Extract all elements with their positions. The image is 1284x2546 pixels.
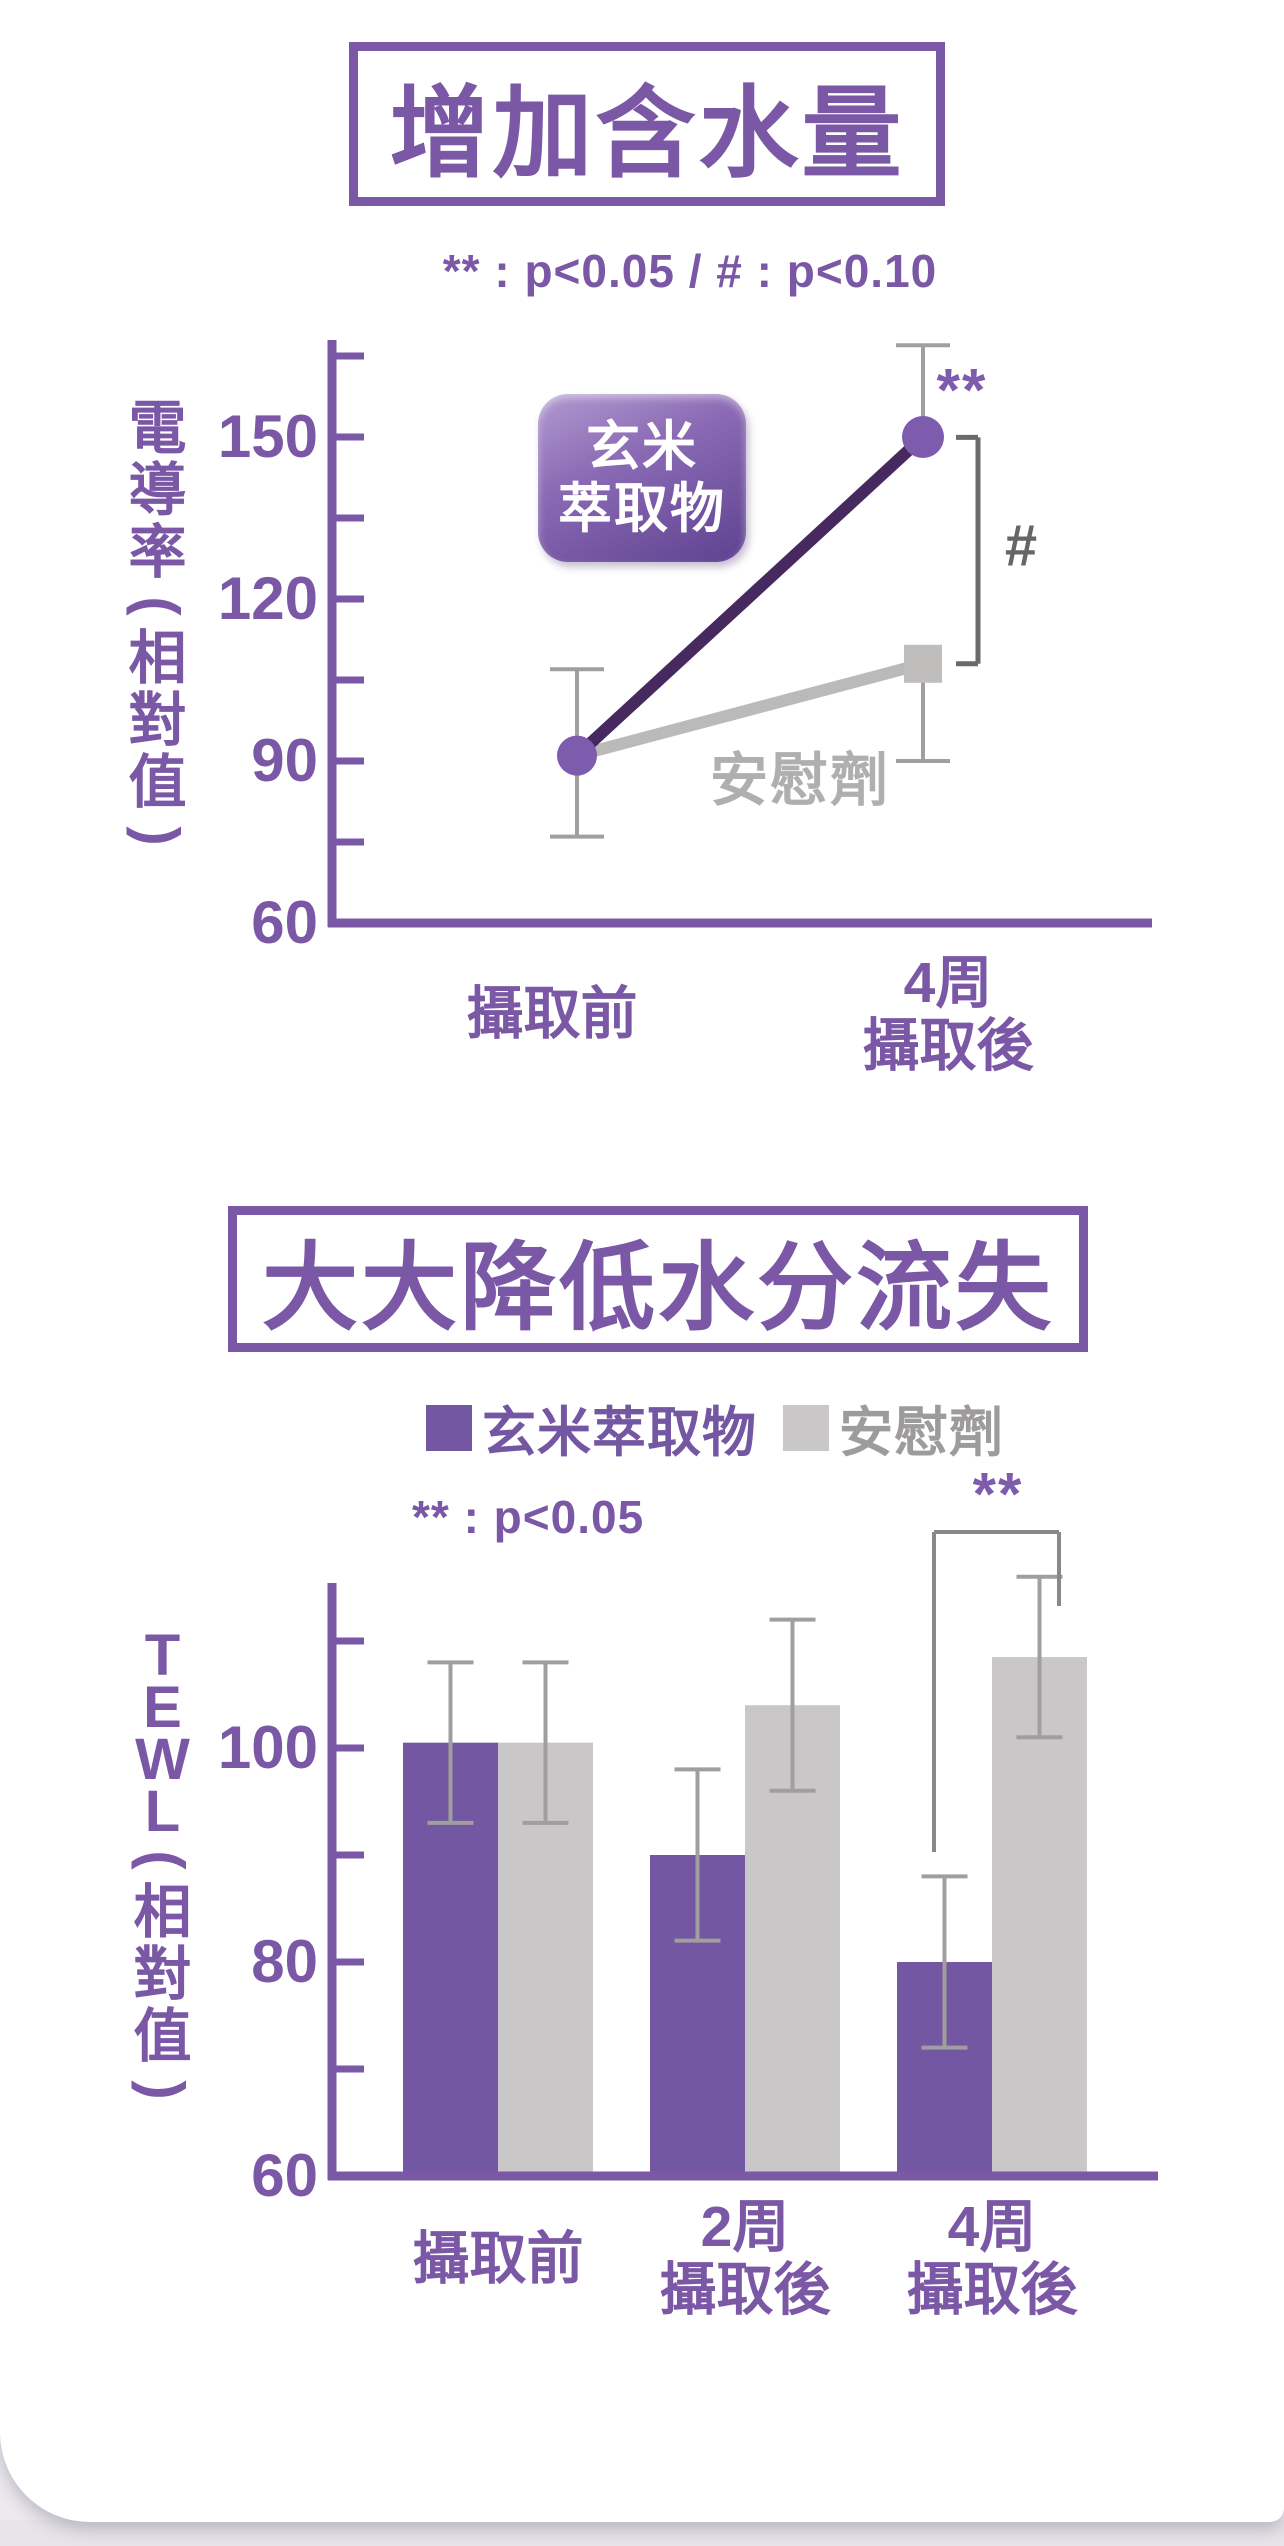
axis-label-char: 率 <box>128 520 187 585</box>
legend-label-placebo: 安慰劑 <box>839 1403 1004 1463</box>
chart1-title-box: 增加含水量 <box>349 42 945 206</box>
chart2-legend: 玄米萃取物 安慰劑 <box>426 1388 1004 1467</box>
axis-label-char: 相 <box>133 1880 192 1945</box>
legend-item-extract: 玄米萃取物 <box>426 1388 757 1467</box>
extract-data-line <box>572 432 928 761</box>
axis-label-char: E <box>143 1675 182 1740</box>
axis-label-char: 相 <box>128 626 187 691</box>
axis-label-char: L <box>144 1779 181 1844</box>
axis-label-char: 對 <box>133 1942 192 2007</box>
axis-label-char: T <box>144 1623 181 1688</box>
axis-label-char: ) <box>125 826 191 846</box>
y-tick-label: 90 <box>251 727 318 794</box>
extract-data-point-marker <box>902 416 944 458</box>
axis-label-char: 值 <box>128 750 187 815</box>
chart1-bracket-label: # <box>1004 513 1038 579</box>
axis-label-char: ( <box>130 1850 196 1870</box>
axis-label-char: 導 <box>128 458 187 523</box>
y-tick-label: 60 <box>251 889 318 956</box>
placebo-data-point-marker <box>904 644 942 683</box>
chart2-title-box: 大大降低水分流失 <box>228 1206 1088 1352</box>
legend-label-extract: 玄米萃取物 <box>482 1403 757 1463</box>
y-tick-label: 60 <box>251 2142 318 2209</box>
chart1-significance-marker: ** <box>936 356 988 424</box>
axis-label-char: 值 <box>133 2004 192 2069</box>
page-bottom-strip <box>0 2520 1284 2546</box>
y-tick-label: 120 <box>217 565 318 632</box>
y-tick-label: 100 <box>217 1714 318 1781</box>
legend-item-placebo: 安慰劑 <box>783 1388 1004 1467</box>
chart1-title: 增加含水量 <box>389 77 905 190</box>
extract-data-point-marker <box>557 735 597 776</box>
x-category-label: 攝取前 <box>412 2227 584 2291</box>
x-category-label: 4周 攝取後 <box>862 951 1034 1078</box>
x-category-label: 2周 攝取後 <box>659 2195 831 2322</box>
x-category-label: 攝取前 <box>466 982 638 1046</box>
chart2-significance-note: ** : p<0.05 <box>412 1491 645 1543</box>
chart1-significance-note: ** : p<0.05 / # : p<0.10 <box>442 245 938 297</box>
bar-placebo <box>992 1657 1087 2176</box>
y-tick-label: 150 <box>217 403 318 470</box>
badge-line1: 玄米 <box>586 417 698 477</box>
chart2-y-axis-label: T E W L ( 相對值) <box>105 1623 220 2112</box>
chart2-significance-marker: ** <box>972 1460 1024 1528</box>
badge-line2: 萃取物 <box>558 479 726 539</box>
axis-label-char: 電 <box>128 396 187 461</box>
brown-rice-extract-badge: 玄米 萃取物 <box>538 394 746 562</box>
x-category-label: 4周 攝取後 <box>906 2195 1078 2322</box>
chart2-title: 大大降低水分流失 <box>262 1234 1054 1342</box>
chart1-y-axis-label: 電導率(相對值) <box>100 398 215 858</box>
axis-label-char: W <box>135 1727 190 1792</box>
axis-label-char: ) <box>130 2080 196 2100</box>
legend-swatch-placebo <box>783 1404 829 1451</box>
y-tick-label: 80 <box>251 1928 318 1995</box>
legend-swatch-extract <box>426 1404 472 1451</box>
placebo-data-line <box>575 658 925 762</box>
axis-label-char: 對 <box>128 688 187 753</box>
placebo-series-label: 安慰劑 <box>709 748 891 813</box>
